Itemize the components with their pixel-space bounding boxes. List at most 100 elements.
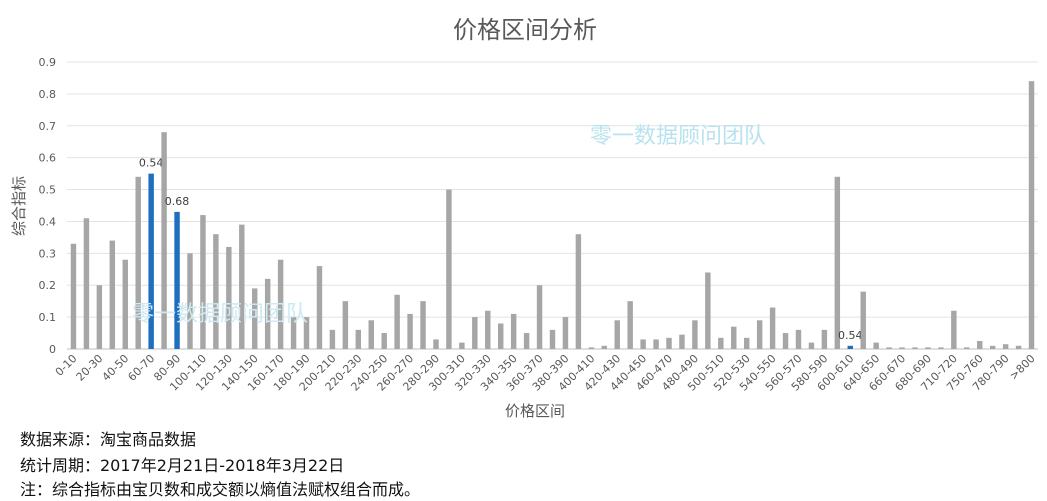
y-tick-label: 0: [49, 343, 56, 356]
bar: [83, 218, 90, 349]
bar: [860, 291, 866, 349]
bar: [1028, 81, 1035, 349]
bar: [782, 333, 789, 349]
y-tick-label: 0.9: [39, 56, 57, 69]
x-tick-label: >800: [1007, 352, 1038, 383]
y-tick-label: 0.2: [39, 279, 57, 292]
watermark-upper: 零一数据顾问团队: [590, 124, 767, 149]
bar: [290, 317, 297, 349]
y-tick-label: 0.4: [39, 215, 57, 228]
y-axis-label: 综合指标: [10, 176, 28, 236]
bar: [575, 234, 582, 349]
x-axis-label: 价格区间: [505, 402, 565, 420]
bar: [213, 234, 219, 349]
x-tick-label: 20-30: [74, 352, 106, 384]
y-tick-label: 0.8: [39, 88, 57, 101]
bar: [239, 224, 245, 349]
bar: [938, 347, 944, 349]
bar: [653, 339, 659, 349]
bar: [705, 272, 711, 349]
bar: [769, 307, 776, 349]
x-tick-label: 60-70: [125, 352, 157, 384]
y-tick-label: 0.1: [39, 311, 57, 324]
bar: [808, 342, 815, 349]
bar: [640, 339, 646, 349]
x-tick-label: 40-50: [100, 352, 132, 384]
bar: [420, 301, 426, 349]
bar: [252, 288, 258, 349]
bar: [692, 320, 698, 349]
bar: [485, 310, 491, 349]
bar: [510, 313, 517, 349]
bar: [407, 313, 413, 349]
y-tick-label: 0.7: [39, 120, 57, 133]
bar: [109, 240, 116, 349]
bar: [679, 334, 685, 349]
bar: [795, 329, 802, 349]
bar: [821, 329, 828, 349]
bar: [523, 333, 530, 349]
bar: [226, 246, 232, 349]
bar: [536, 285, 543, 349]
bar: [381, 333, 387, 349]
highlight-bar: [847, 345, 853, 349]
bar: [666, 337, 672, 349]
bar: [899, 347, 905, 349]
bar: [731, 326, 737, 349]
stat-period-note: 统计周期：2017年2月21日-2018年3月22日: [20, 456, 345, 475]
bar: [756, 320, 763, 349]
bar: [886, 347, 892, 349]
bar: [459, 342, 465, 349]
bar: [161, 132, 167, 349]
bar: [1015, 345, 1022, 349]
bar: [446, 189, 452, 349]
bar: [989, 345, 996, 349]
bar: [614, 320, 620, 349]
bar: [122, 259, 128, 349]
bar: [497, 323, 504, 349]
highlight-bar: [174, 211, 180, 349]
bar: [342, 301, 349, 349]
bar: [187, 253, 193, 349]
data-label: 0.68: [165, 195, 190, 208]
bar: [96, 285, 103, 349]
bar: [135, 176, 141, 349]
bar: [834, 176, 841, 349]
watermark-lower: 零一数据顾问团队: [132, 302, 309, 327]
bar: [601, 345, 608, 349]
bar: [873, 342, 879, 349]
method-note: 注：综合指标由宝贝数和成交额以熵值法赋权组合而成。: [20, 480, 421, 499]
bar: [303, 317, 310, 349]
bar: [277, 259, 284, 349]
bar: [200, 215, 206, 349]
bar: [472, 317, 478, 349]
bar: [1002, 344, 1009, 349]
bar: [912, 347, 918, 349]
chart-title: 价格区间分析: [453, 16, 597, 44]
bar: [964, 347, 970, 349]
price-range-chart: 价格区间分析 0 0.1 0.2 0.3 0.4 0.5 0.6 0.7 0.8 0.9 综合指标 0.…: [10, 16, 1038, 420]
bar: [329, 329, 336, 349]
y-tick-label: 0.5: [39, 184, 57, 197]
bar: [368, 320, 374, 349]
bar: [627, 301, 633, 349]
y-tick-label: 0.3: [39, 247, 57, 260]
bar: [316, 266, 323, 349]
bar: [549, 329, 556, 349]
data-label: 0.54: [838, 329, 863, 342]
bar: [951, 310, 957, 349]
data-label: 0.54: [139, 157, 164, 170]
bar: [925, 347, 931, 349]
bar: [977, 341, 983, 349]
y-tick-label: 0.6: [39, 152, 57, 165]
highlight-bar: [148, 173, 154, 349]
bar: [588, 347, 595, 349]
bar: [70, 243, 77, 349]
bar: [562, 317, 569, 349]
bar: [264, 278, 271, 349]
data-source-note: 数据来源：淘宝商品数据: [20, 430, 197, 449]
bar: [718, 337, 724, 349]
bar: [743, 337, 750, 349]
bar: [394, 294, 400, 349]
bar: [355, 329, 362, 349]
